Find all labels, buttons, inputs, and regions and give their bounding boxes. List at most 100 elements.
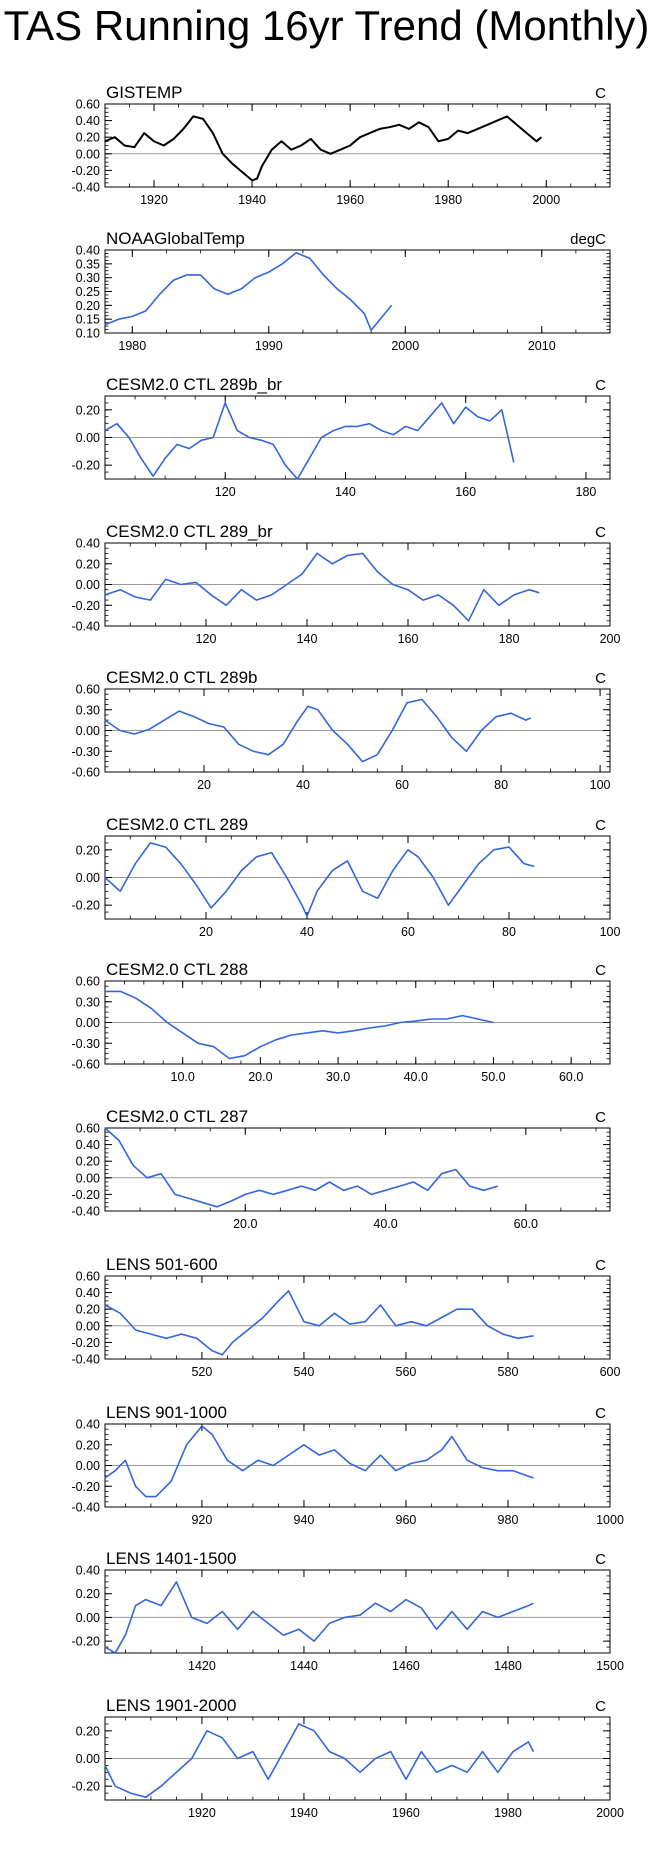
x-tick-label: 1940: [290, 1806, 318, 1820]
y-tick-label: 0.20: [76, 403, 100, 417]
x-tick-label: 140: [297, 632, 318, 646]
y-tick-label: -0.20: [72, 459, 101, 473]
x-tick-label: 520: [191, 1365, 212, 1379]
main-title: TAS Running 16yr Trend (Monthly): [3, 2, 650, 49]
y-tick-label: 0.00: [76, 1016, 100, 1030]
panel-title: CESM2.0 CTL 289b_br: [106, 375, 282, 394]
series-line: [104, 402, 515, 480]
panel-units: degC: [570, 231, 606, 248]
y-tick-label: 0.00: [76, 578, 100, 592]
chart-panel-10: LENS 901-1000 C -0.40 -0.20 0.00 0.20 0.40 920 9…: [72, 1403, 624, 1527]
y-tick-label: 0.00: [76, 1319, 100, 1333]
series-line: [104, 842, 535, 918]
x-tick-label: 50.0: [481, 1070, 505, 1084]
panel-title: CESM2.0 CTL 289: [106, 815, 248, 834]
y-tick-label: 0.15: [76, 313, 100, 327]
series-line: [104, 1581, 534, 1654]
panel-title: LENS 501-600: [106, 1255, 218, 1274]
y-tick-label: -0.20: [72, 599, 101, 613]
chart-panel-4: CESM2.0 CTL 289_br C -0.40 -0.20 0.00 0.20 0.4…: [72, 522, 621, 646]
series-line: [104, 1290, 534, 1356]
y-tick-label: 0.00: [76, 1171, 100, 1185]
y-tick-label: 0.30: [76, 703, 100, 717]
chart-panel-11: LENS 1401-1500 C -0.20 0.00 0.20 0.40 1420 1440…: [72, 1549, 624, 1673]
panel-units: C: [595, 1109, 606, 1126]
panel-units: C: [595, 85, 606, 102]
y-tick-label: 0.30: [76, 995, 100, 1009]
x-tick-label: 20: [199, 925, 213, 939]
x-tick-label: 2000: [596, 1806, 624, 1820]
y-tick-label: -0.30: [72, 1037, 101, 1051]
y-tick-label: 0.60: [76, 98, 100, 112]
y-tick-label: -0.60: [72, 1058, 101, 1072]
series-line: [104, 252, 393, 332]
y-tick-label: 0.20: [76, 1303, 100, 1317]
y-tick-label: -0.40: [72, 1353, 101, 1367]
chart-panel-5: CESM2.0 CTL 289b C -0.60 -0.30 0.00 0.30 0.60 2…: [72, 668, 611, 792]
y-tick-label: 0.00: [76, 1752, 100, 1766]
x-tick-label: 1980: [494, 1806, 522, 1820]
y-tick-label: -0.20: [72, 1780, 101, 1794]
x-tick-label: 40: [300, 925, 314, 939]
x-tick-label: 940: [294, 1513, 315, 1527]
panel-title: CESM2.0 CTL 289_br: [106, 522, 273, 541]
y-tick-label: 0.60: [76, 975, 100, 989]
x-tick-label: 1480: [494, 1659, 522, 1673]
x-tick-label: 60: [395, 778, 409, 792]
y-tick-label: 0.20: [76, 557, 100, 571]
series-line: [104, 1425, 534, 1498]
chart-panel-12: LENS 1901-2000 C -0.20 0.00 0.20 1920 1940 1960…: [72, 1696, 624, 1820]
y-tick-label: 0.20: [76, 299, 100, 313]
y-tick-label: 0.60: [76, 1122, 100, 1136]
x-tick-label: 180: [499, 632, 520, 646]
x-tick-label: 30.0: [326, 1070, 350, 1084]
chart-panel-9: LENS 501-600 C -0.40 -0.20 0.00 0.20 0.40 0.60 5…: [72, 1255, 621, 1379]
series-line: [104, 1723, 535, 1798]
x-tick-label: 1990: [255, 339, 283, 353]
x-tick-label: 1940: [238, 193, 266, 207]
x-tick-label: 1420: [188, 1659, 216, 1673]
panel-title: CESM2.0 CTL 289b: [106, 668, 258, 687]
series-line: [104, 552, 540, 622]
y-tick-label: -0.40: [72, 1501, 101, 1515]
x-tick-label: 2010: [528, 339, 556, 353]
x-tick-label: 1000: [596, 1513, 624, 1527]
x-tick-label: 600: [600, 1365, 621, 1379]
x-tick-label: 160: [455, 485, 476, 499]
y-tick-label: -0.20: [72, 1336, 101, 1350]
plot-frame: [104, 103, 611, 188]
y-tick-label: 0.00: [76, 431, 100, 445]
x-tick-label: 120: [196, 632, 217, 646]
x-tick-label: 20: [197, 778, 211, 792]
panel-title: LENS 1401-1500: [106, 1549, 236, 1568]
series-line: [104, 1127, 499, 1208]
x-tick-label: 1920: [188, 1806, 216, 1820]
panel-units: C: [595, 670, 606, 687]
panel-units: C: [595, 962, 606, 979]
panel-units: C: [595, 1405, 606, 1422]
x-tick-label: 980: [498, 1513, 519, 1527]
y-tick-label: 0.30: [76, 271, 100, 285]
y-tick-label: -0.40: [72, 181, 101, 195]
y-tick-label: 0.20: [76, 843, 100, 857]
y-tick-label: 0.20: [76, 1438, 100, 1452]
y-tick-label: 0.40: [76, 1138, 100, 1152]
x-tick-label: 540: [294, 1365, 315, 1379]
x-tick-label: 1980: [434, 193, 462, 207]
x-tick-label: 920: [191, 1513, 212, 1527]
series-line: [104, 698, 532, 763]
series-line: [104, 115, 543, 182]
y-tick-label: 0.25: [76, 285, 100, 299]
x-tick-label: 160: [398, 632, 419, 646]
panel-title: GISTEMP: [106, 83, 183, 102]
x-tick-label: 10.0: [171, 1070, 195, 1084]
chart-panel-1: GISTEMP C -0.40 -0.20 0.00 0.20 0.40 0.60 1920 19…: [72, 83, 611, 207]
x-tick-label: 580: [498, 1365, 519, 1379]
y-tick-label: 0.40: [76, 1418, 100, 1432]
panel-units: C: [595, 1257, 606, 1274]
panel-title: NOAAGlobalTemp: [106, 229, 245, 248]
x-tick-label: 1500: [596, 1659, 624, 1673]
y-tick-label: 0.60: [76, 683, 100, 697]
chart-panel-6: CESM2.0 CTL 289 C -0.20 0.00 0.20 20 40 60 80 100: [72, 815, 621, 939]
